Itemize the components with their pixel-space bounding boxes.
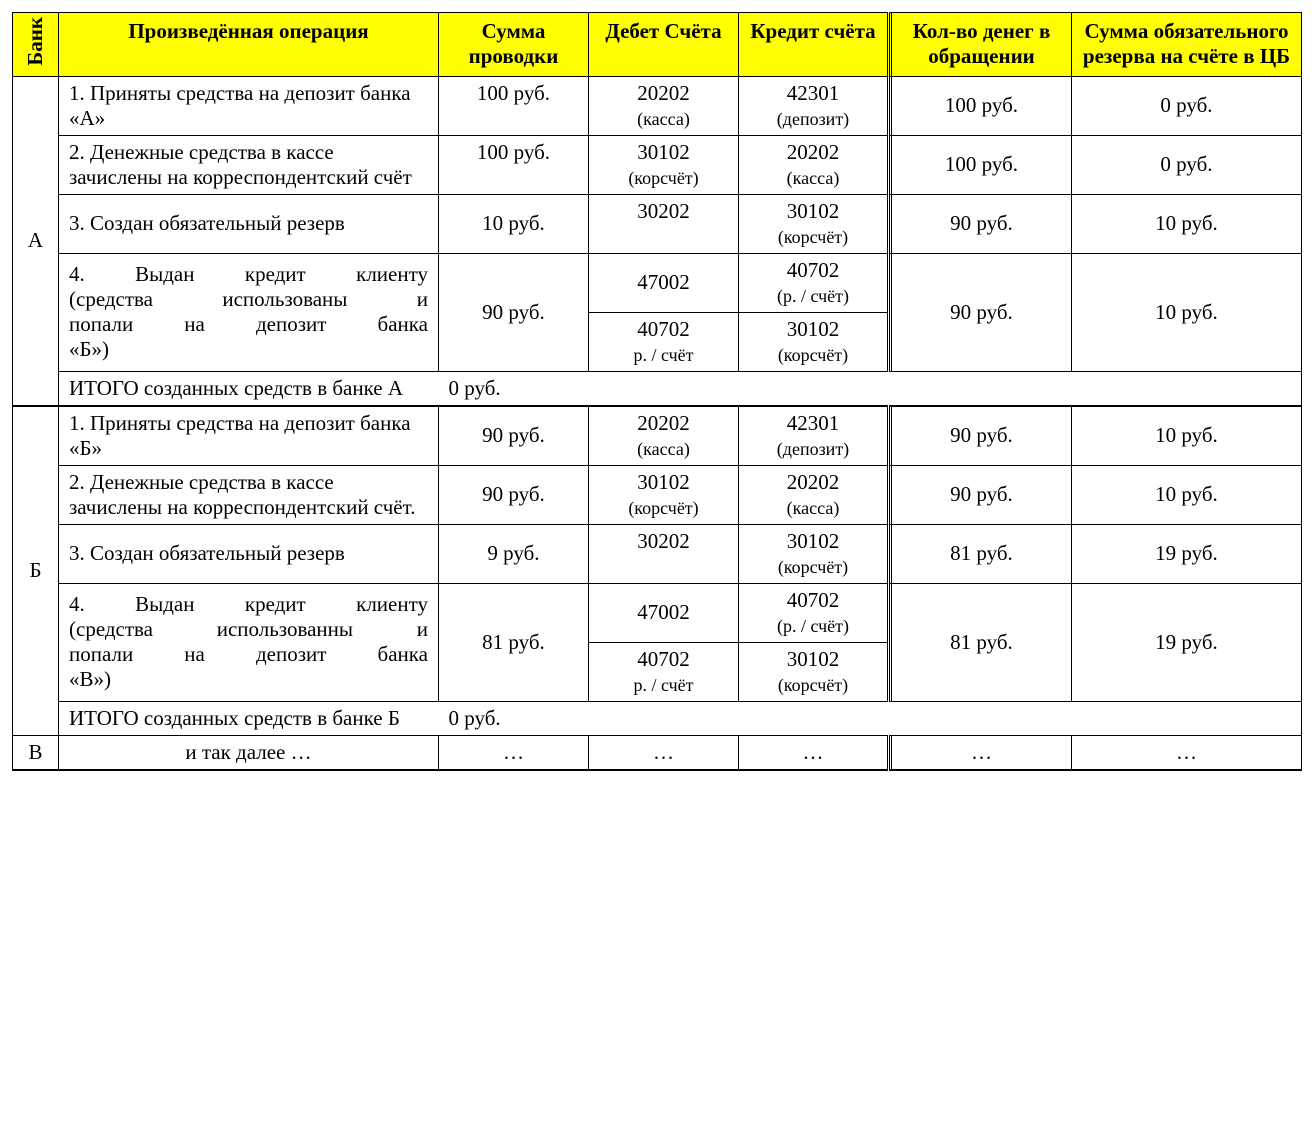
table-row: 3. Создан обязательный резерв 10 руб. 30… (13, 194, 1302, 253)
table-row: 2. Денежные средства в кассе зачислены н… (13, 135, 1302, 194)
table-row: 2. Денежные средства в кассе зачислены н… (13, 465, 1302, 524)
col-debit: Дебет Счёта (589, 13, 739, 77)
col-amount: Сумма проводки (439, 13, 589, 77)
table-row: Б 1. Приняты средства на депозит банка «… (13, 406, 1302, 466)
col-bank: Банк (13, 13, 59, 77)
accounting-table: Банк Произведённая операция Сумма провод… (12, 12, 1302, 771)
col-operation: Произведённая операция (59, 13, 439, 77)
bank-a-label: А (13, 76, 59, 406)
bank-b-total: ИТОГО созданных средств в банке Б 0 руб. (13, 701, 1302, 735)
op-cell: 1. Приняты средства на депозит банка «А» (59, 76, 439, 135)
bank-v-row: В и так далее … … … … … … (13, 735, 1302, 770)
table-row: 4. Выдан кредит клиенту (средства исполь… (13, 253, 1302, 312)
table-row: 4. Выдан кредит клиенту (средства исполь… (13, 583, 1302, 642)
bank-a-total: ИТОГО созданных средств в банке А 0 руб. (13, 371, 1302, 406)
col-circulation: Кол-во денег в обращении (892, 13, 1072, 77)
table-row: 3. Создан обязательный резерв 9 руб. 302… (13, 524, 1302, 583)
col-reserve: Сумма обязательного резерва на счёте в Ц… (1072, 13, 1302, 77)
header-row: Банк Произведённая операция Сумма провод… (13, 13, 1302, 77)
col-credit: Кредит счёта (739, 13, 889, 77)
bank-v-label: В (13, 735, 59, 770)
bank-b-label: Б (13, 406, 59, 736)
table-row: А 1. Приняты средства на депозит банка «… (13, 76, 1302, 135)
